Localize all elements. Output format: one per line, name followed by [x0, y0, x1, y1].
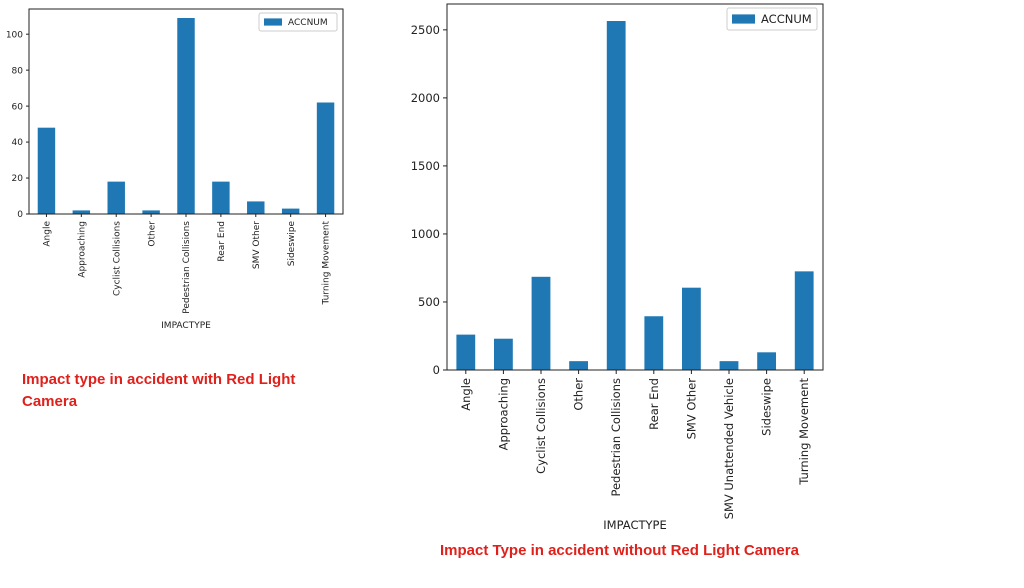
y-tick-label-1-20: 20 [12, 174, 24, 184]
legend-box-1 [258, 12, 338, 32]
legend-label-2: ACCNUM [761, 12, 812, 26]
bar-1-other [142, 210, 160, 214]
y-tick-label-2-500: 500 [418, 295, 440, 309]
bar-1-pedestrian-collisions [177, 17, 195, 215]
y-tick-label-1-100: 100 [6, 30, 23, 40]
x-tick-label-1-other: Other [147, 221, 157, 247]
y-tick-label-2-2500: 2500 [411, 23, 440, 37]
bar-1-sideswipe [281, 208, 300, 214]
y-tick-label-1-0: 0 [17, 210, 23, 220]
bar-1-smv-other [247, 201, 265, 214]
bar-2-approaching [494, 338, 513, 370]
x-tick-label-2-pedestrian-collisions: Pedestrian Collisions [609, 378, 623, 497]
x-tick-label-2-cyclist-collisions: Cyclist Collisions [534, 378, 548, 474]
x-tick-label-1-turning-movement: Turning Movement [322, 221, 332, 306]
y-tick-label-1-60: 60 [12, 102, 24, 112]
x-tick-label-2-smv-other: SMV Other [684, 378, 698, 440]
x-tick-label-2-turning-movement: Turning Movement [797, 378, 811, 486]
y-tick-label-2-0: 0 [433, 363, 440, 377]
plot-frame-2 [446, 3, 824, 371]
x-tick-label-2-sideswipe: Sideswipe [760, 378, 774, 436]
legend-box-2 [726, 7, 818, 31]
x-tick-label-1-pedestrian-collisions: Pedestrian Collisions [182, 221, 192, 314]
y-tick-label-2-2000: 2000 [411, 91, 440, 105]
legend-label-1: ACCNUM [288, 18, 328, 28]
x-axis-title-1: IMPACTYPE [161, 321, 211, 331]
y-tick-label-2-1000: 1000 [411, 227, 440, 241]
bar-2-sideswipe [757, 352, 776, 370]
x-tick-label-1-smv-other: SMV Other [252, 221, 262, 269]
x-axis-title-2: IMPACTYPE [603, 518, 666, 532]
bar-1-turning-movement [316, 102, 335, 214]
bar-2-turning-movement [794, 271, 814, 370]
y-tick-label-1-40: 40 [12, 138, 24, 148]
bar-2-angle [456, 334, 476, 370]
bar-1-angle [37, 127, 56, 214]
chart-caption-left: Impact type in accident with Red Light C… [22, 371, 296, 410]
y-tick-label-2-1500: 1500 [411, 159, 440, 173]
x-tick-label-2-rear-end: Rear End [647, 378, 661, 430]
bar-2-smv-unattended-vehicle [719, 361, 739, 370]
bar-2-cyclist-collisions [531, 276, 551, 370]
bar-2-other [569, 361, 588, 370]
legend-swatch-2 [732, 14, 755, 24]
x-tick-label-1-cyclist-collisions: Cyclist Collisions [112, 221, 122, 296]
y-tick-label-1-80: 80 [12, 66, 24, 76]
x-tick-label-1-rear-end: Rear End [217, 221, 227, 262]
bar-2-rear-end [644, 316, 664, 370]
chart-caption-right: Impact Type in accident without Red Ligh… [440, 542, 799, 559]
x-tick-label-2-smv-unattended-vehicle: SMV Unattended Vehicle [722, 378, 736, 519]
x-tick-label-2-angle: Angle [459, 378, 473, 411]
x-tick-label-2-other: Other [572, 378, 586, 411]
x-tick-label-1-sideswipe: Sideswipe [287, 221, 297, 267]
x-tick-label-2-approaching: Approaching [496, 378, 510, 450]
bar-1-rear-end [212, 181, 230, 214]
legend-swatch-1 [264, 18, 282, 26]
bar-2-pedestrian-collisions [606, 21, 626, 370]
bar-2-smv-other [682, 287, 701, 370]
x-tick-label-1-approaching: Approaching [77, 221, 87, 278]
bar-1-cyclist-collisions [107, 181, 125, 214]
x-tick-label-1-angle: Angle [43, 221, 53, 247]
bar-1-approaching [72, 210, 91, 214]
